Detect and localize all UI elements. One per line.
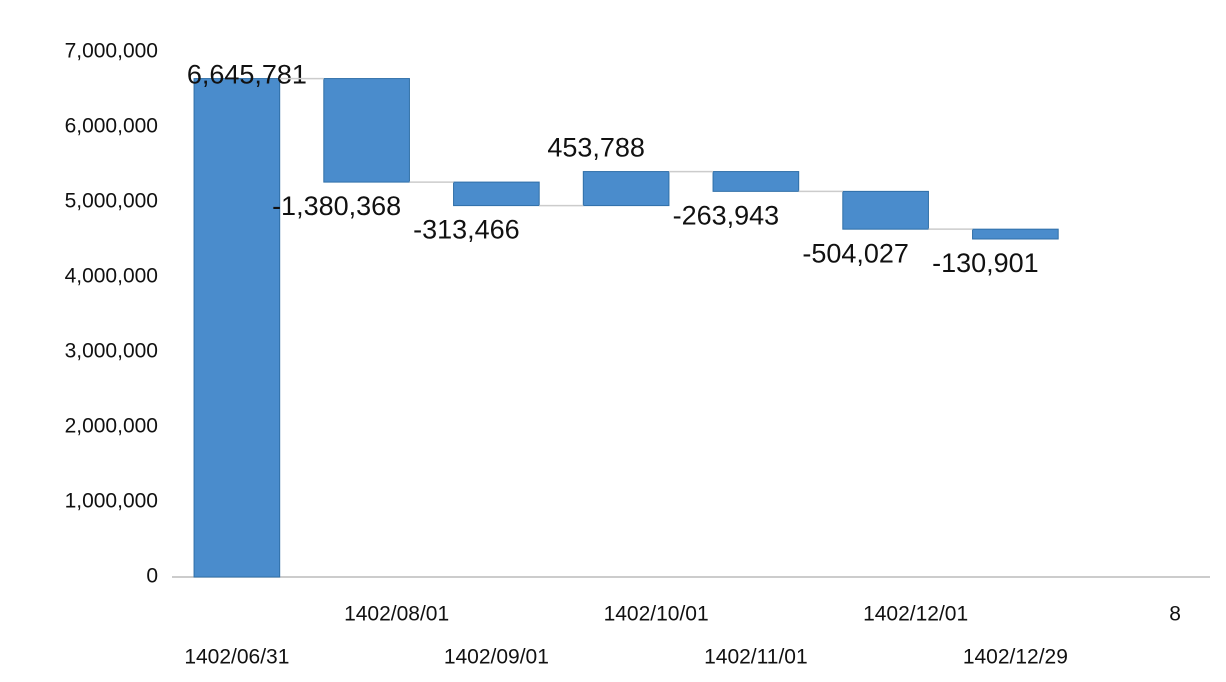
bar — [323, 78, 410, 183]
x-tick-label: 1402/11/01 — [704, 646, 808, 669]
y-tick-label: 5,000,000 — [65, 190, 158, 213]
bar — [712, 171, 800, 192]
y-tick-label: 4,000,000 — [65, 265, 158, 288]
y-tick-label: 1,000,000 — [65, 490, 158, 513]
y-tick-label: 0 — [146, 565, 158, 588]
data-label: -263,943 — [673, 200, 780, 230]
x-tick-label: 1402/12/29 — [963, 646, 1068, 669]
y-tick-label: 7,000,000 — [65, 40, 158, 63]
bar — [842, 190, 929, 230]
data-label: -1,380,368 — [272, 191, 401, 221]
x-tick-label: 1402/12/01 — [863, 603, 968, 626]
data-label: 6,645,781 — [187, 60, 307, 90]
bar — [453, 181, 540, 207]
x-tick-label: 1402/06/31 — [184, 646, 289, 669]
y-tick-label: 6,000,000 — [65, 115, 158, 138]
x-tick-label: 1402/08/01 — [344, 603, 449, 626]
x-tick-label: 1402/10/01 — [604, 603, 709, 626]
bar — [972, 228, 1059, 240]
x-tick-label: 8 — [1169, 603, 1181, 626]
bar — [582, 171, 670, 207]
y-tick-label: 2,000,000 — [65, 415, 158, 438]
bar — [193, 78, 281, 578]
x-tick-label: 1402/09/01 — [444, 646, 549, 669]
y-tick-label: 3,000,000 — [65, 340, 158, 363]
data-label: -313,466 — [413, 215, 520, 245]
data-label: 453,788 — [547, 133, 645, 163]
data-label: -130,901 — [932, 248, 1039, 278]
data-label: -504,027 — [802, 238, 909, 268]
